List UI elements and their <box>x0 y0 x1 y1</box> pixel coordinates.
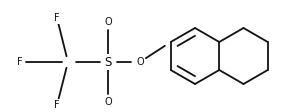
Text: S: S <box>104 56 112 69</box>
Text: F: F <box>54 100 60 110</box>
Text: O: O <box>104 97 112 107</box>
Text: F: F <box>54 13 60 23</box>
Text: O: O <box>104 17 112 27</box>
Text: F: F <box>17 57 23 67</box>
Text: O: O <box>136 57 144 67</box>
